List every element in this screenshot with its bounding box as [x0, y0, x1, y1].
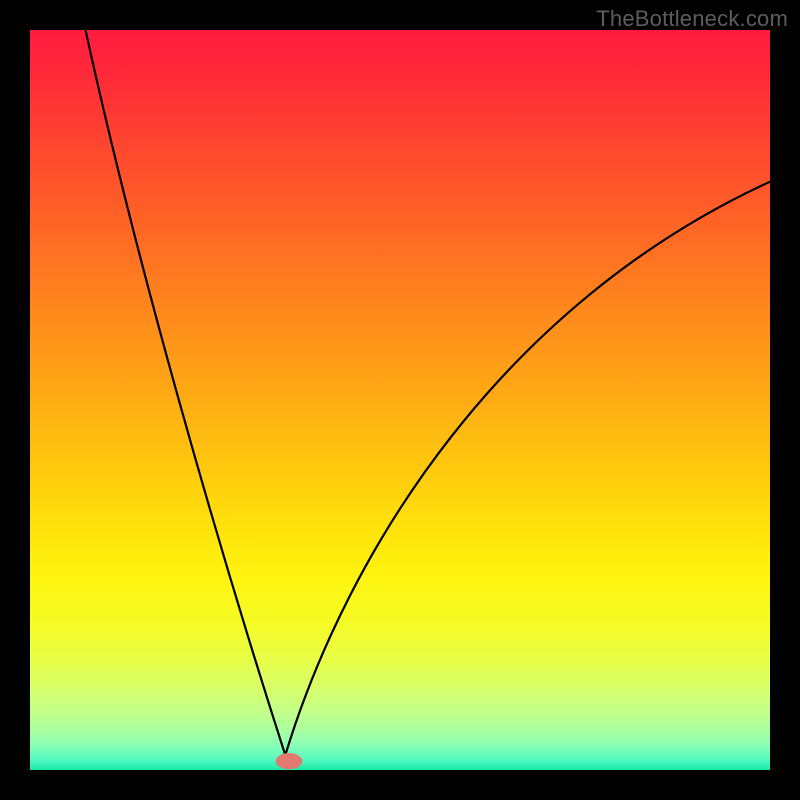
chart-frame: TheBottleneck.com — [0, 0, 800, 800]
plot-area — [30, 30, 770, 770]
chart-background — [30, 30, 770, 770]
knee-marker — [276, 753, 303, 769]
watermark-text: TheBottleneck.com — [596, 6, 788, 32]
gradient-curve-chart — [30, 30, 770, 770]
